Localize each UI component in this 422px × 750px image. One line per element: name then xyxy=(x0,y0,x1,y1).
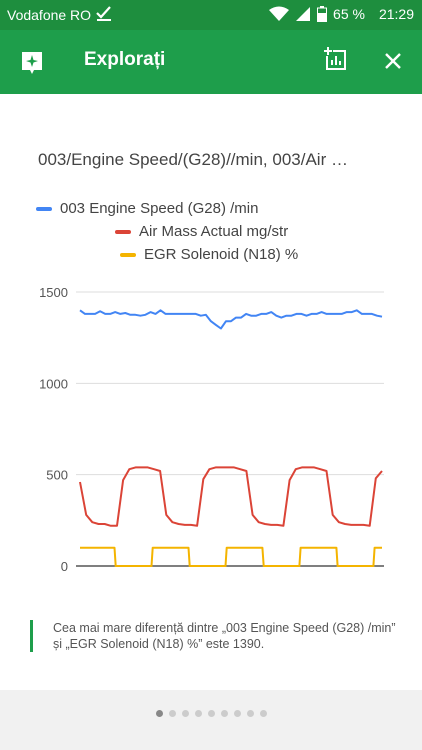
app-bar: Explorați xyxy=(0,30,422,94)
y-tick-label: 1500 xyxy=(39,285,68,300)
legend-swatch xyxy=(36,206,52,211)
explore-card: 003/Engine Speed/(G28)//min, 003/Air … 0… xyxy=(0,94,422,690)
series-line-2 xyxy=(80,546,382,567)
legend-item: 003 Engine Speed (G28) /min xyxy=(36,200,258,217)
y-tick-label: 1000 xyxy=(39,376,68,391)
legend-item: EGR Solenoid (N18) % xyxy=(120,246,298,263)
carrier-name: Vodafone RO xyxy=(7,7,92,23)
line-chart: 1500 1000 500 0 xyxy=(39,285,384,574)
chart-title: 003/Engine Speed/(G28)//min, 003/Air … xyxy=(38,150,348,169)
battery-icon xyxy=(317,6,328,22)
page-dot[interactable] xyxy=(207,710,215,717)
series-line-0 xyxy=(79,309,383,330)
close-icon[interactable] xyxy=(380,48,406,74)
page-indicator xyxy=(0,710,422,717)
y-tick-label: 500 xyxy=(46,468,68,483)
page-dot[interactable] xyxy=(233,710,241,717)
page-dot[interactable] xyxy=(194,710,202,717)
wifi-icon xyxy=(269,6,290,21)
legend-label: 003 Engine Speed (G28) /min xyxy=(60,200,259,217)
battery-percent: 65 % xyxy=(333,6,365,22)
signal-icon xyxy=(296,7,311,21)
insight-text: Cea mai mare diferență dintre „003 Engin… xyxy=(30,620,400,652)
page-dot[interactable] xyxy=(220,710,228,717)
legend-item: Air Mass Actual mg/str xyxy=(115,223,288,240)
legend-label: EGR Solenoid (N18) % xyxy=(144,246,299,263)
download-check-icon xyxy=(96,6,111,21)
page-dot[interactable] xyxy=(168,710,176,717)
page-dot[interactable] xyxy=(155,710,163,717)
legend-swatch xyxy=(120,252,136,257)
page-dot[interactable] xyxy=(246,710,254,717)
explore-icon xyxy=(22,52,42,74)
legend-swatch xyxy=(115,229,131,234)
status-bar: Vodafone RO 65 % 21:29 xyxy=(0,0,422,30)
clock: 21:29 xyxy=(378,6,414,22)
page-title: Explorați xyxy=(84,49,166,70)
insert-chart-icon[interactable] xyxy=(322,46,350,74)
y-tick-label: 0 xyxy=(61,559,68,574)
legend-label: Air Mass Actual mg/str xyxy=(139,223,289,240)
page-dot[interactable] xyxy=(259,710,267,717)
page-dot[interactable] xyxy=(181,710,189,717)
series-line-1 xyxy=(79,466,383,527)
